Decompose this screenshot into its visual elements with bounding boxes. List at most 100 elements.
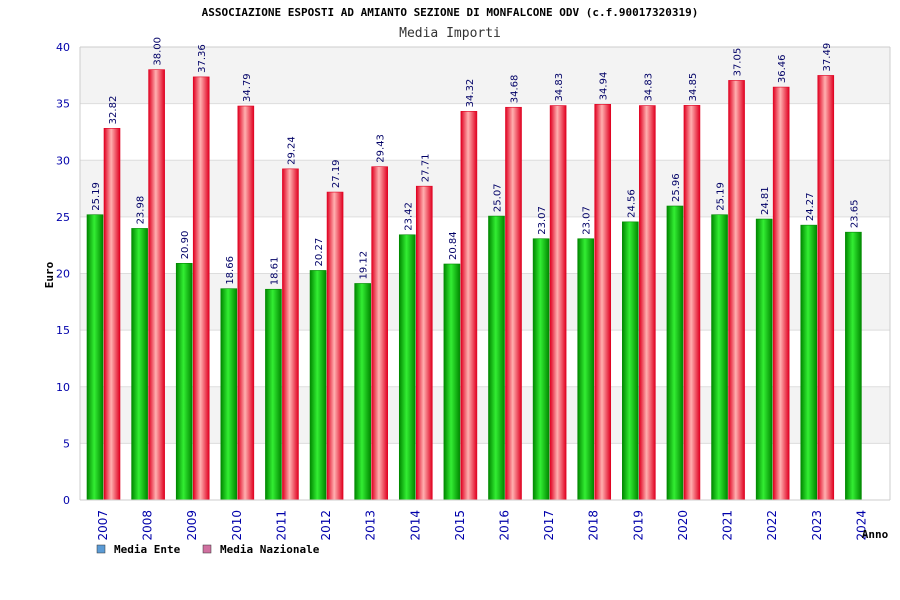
x-tick-label: 2016 bbox=[498, 510, 512, 541]
background-band bbox=[80, 47, 890, 104]
bar-media-nazionale bbox=[817, 75, 835, 501]
y-tick-label: 15 bbox=[56, 324, 70, 337]
value-label: 23.98 bbox=[136, 196, 147, 225]
value-labels: 25.19 32.82 23.98 38.00 20.90 37.36 18.66 34.79… bbox=[91, 37, 860, 285]
legend-swatch-nazionale bbox=[202, 544, 212, 554]
x-tick-label: 2007 bbox=[96, 510, 110, 541]
value-label: 20.90 bbox=[180, 231, 191, 260]
background-band bbox=[80, 273, 890, 331]
value-label: 37.36 bbox=[197, 44, 208, 73]
x-tick-label: 2021 bbox=[721, 510, 735, 541]
value-label: 27.19 bbox=[331, 159, 342, 188]
x-tick-label: 2023 bbox=[810, 510, 824, 541]
value-label: 24.27 bbox=[805, 193, 816, 222]
x-tick-label: 2013 bbox=[364, 510, 378, 541]
value-label: 25.96 bbox=[671, 173, 682, 202]
bar-media-nazionale bbox=[505, 106, 522, 501]
y-tick-label: 0 bbox=[63, 494, 70, 507]
y-tick-label: 25 bbox=[56, 211, 70, 224]
bar-media-nazionale bbox=[460, 111, 478, 501]
chart-title: ASSOCIAZIONE ESPOSTI AD AMIANTO SEZIONE … bbox=[202, 6, 699, 19]
chart-subtitle: Media Importi bbox=[399, 26, 501, 41]
value-label: 20.27 bbox=[314, 238, 325, 267]
bar-media-nazionale bbox=[371, 166, 388, 501]
value-label: 37.49 bbox=[822, 43, 833, 72]
bar-media-ente bbox=[398, 234, 416, 501]
y-tick-label: 30 bbox=[56, 154, 70, 167]
x-tick-label: 2015 bbox=[453, 510, 467, 541]
value-label: 25.19 bbox=[716, 182, 727, 211]
y-axis-label: Euro bbox=[43, 261, 56, 288]
background-band bbox=[80, 160, 890, 217]
x-axis-label: Anno bbox=[862, 528, 889, 541]
value-label: 32.82 bbox=[108, 96, 119, 125]
bar-media-nazionale bbox=[549, 105, 567, 501]
bar-media-nazionale bbox=[639, 105, 656, 501]
value-label: 37.05 bbox=[733, 48, 744, 77]
value-label: 34.83 bbox=[554, 73, 565, 102]
y-tick-label: 5 bbox=[63, 437, 70, 450]
x-tick-label: 2017 bbox=[542, 510, 556, 541]
bar-media-ente bbox=[265, 288, 282, 501]
value-label: 24.81 bbox=[760, 186, 771, 215]
bar-media-ente bbox=[755, 218, 773, 501]
bar-media-nazionale bbox=[683, 105, 701, 501]
bar-media-nazionale bbox=[237, 105, 255, 501]
x-tick-label: 2024 bbox=[854, 510, 868, 541]
x-tick-label: 2011 bbox=[274, 510, 288, 541]
value-label: 23.65 bbox=[849, 200, 860, 229]
bar-media-ente bbox=[309, 270, 327, 501]
bar-media-ente bbox=[354, 283, 371, 501]
value-label: 34.83 bbox=[643, 73, 654, 102]
bar-media-ente bbox=[577, 238, 595, 501]
value-label: 29.24 bbox=[286, 136, 297, 165]
legend-label-nazionale: Media Nazionale bbox=[220, 543, 320, 556]
bar-media-ente bbox=[86, 214, 104, 501]
value-label: 19.12 bbox=[359, 251, 370, 280]
bar-media-ente bbox=[220, 288, 238, 501]
legend-swatch-ente bbox=[96, 544, 106, 554]
bar-media-ente bbox=[711, 214, 728, 501]
x-tick-label: 2020 bbox=[676, 510, 690, 541]
value-label: 38.00 bbox=[153, 37, 164, 66]
x-tick-label: 2019 bbox=[631, 510, 645, 541]
bar-media-ente bbox=[131, 228, 148, 501]
legend-label-ente: Media Ente bbox=[114, 543, 181, 556]
value-label: 25.19 bbox=[91, 182, 102, 211]
x-axis-ticks: 2007 2008 2009 2010 2011 2012 2013 2014 2015 2016… bbox=[96, 510, 868, 541]
bar-media-ente bbox=[622, 221, 639, 501]
value-label: 23.42 bbox=[403, 202, 414, 231]
value-label: 34.94 bbox=[599, 72, 610, 101]
value-label: 20.84 bbox=[448, 231, 459, 260]
bar-media-ente bbox=[845, 231, 862, 501]
value-label: 25.07 bbox=[493, 183, 504, 212]
bar-media-nazionale bbox=[103, 128, 121, 501]
bars bbox=[86, 69, 862, 501]
x-tick-label: 2008 bbox=[141, 510, 155, 541]
value-label: 24.56 bbox=[626, 189, 637, 218]
bar-media-nazionale bbox=[282, 168, 299, 501]
value-label: 34.68 bbox=[510, 75, 521, 104]
value-label: 29.43 bbox=[376, 134, 387, 163]
value-label: 18.66 bbox=[225, 256, 236, 285]
bar-media-nazionale bbox=[326, 191, 344, 501]
x-tick-label: 2010 bbox=[230, 510, 244, 541]
bar-media-nazionale bbox=[772, 86, 790, 501]
value-label: 23.07 bbox=[582, 206, 593, 235]
bar-media-nazionale bbox=[192, 76, 210, 501]
y-axis-ticks: 0 5 10 15 20 25 30 35 40 bbox=[56, 41, 70, 507]
bar-media-ente bbox=[488, 215, 505, 501]
y-tick-label: 40 bbox=[56, 41, 70, 54]
bar-media-nazionale bbox=[728, 80, 745, 501]
bar-media-ente bbox=[443, 263, 461, 501]
bar-media-ente bbox=[175, 263, 193, 501]
value-label: 23.07 bbox=[537, 206, 548, 235]
value-label: 36.46 bbox=[777, 54, 788, 83]
legend: Media Ente Media Nazionale bbox=[96, 543, 320, 556]
bar-media-nazionale bbox=[415, 185, 433, 501]
y-tick-label: 35 bbox=[56, 98, 70, 111]
bar-media-nazionale bbox=[594, 104, 612, 501]
y-tick-label: 20 bbox=[56, 268, 70, 281]
value-label: 34.85 bbox=[688, 73, 699, 102]
